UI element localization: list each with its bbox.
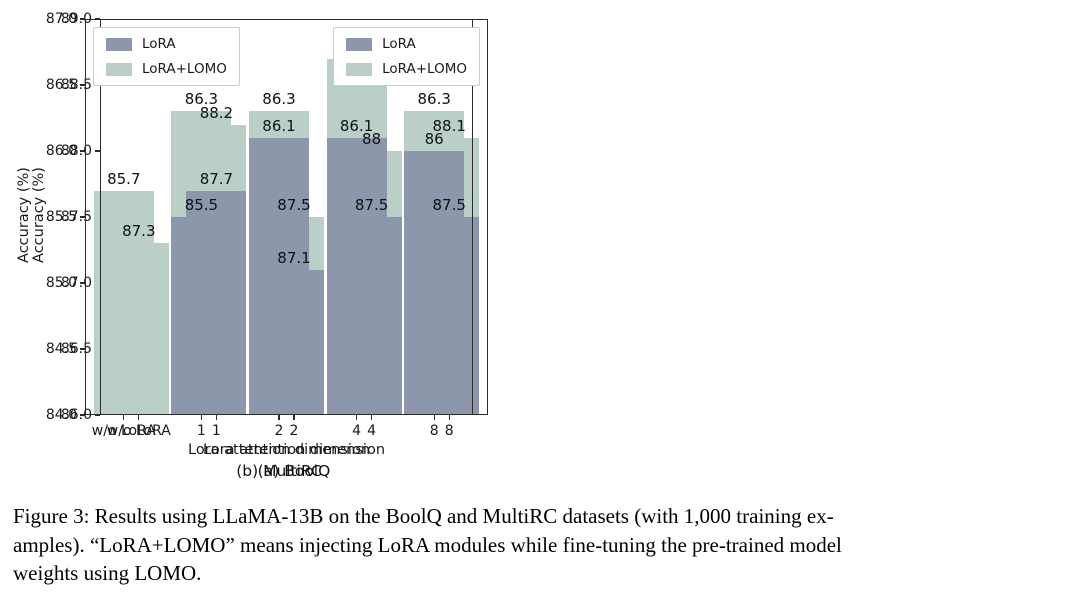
- y-tick-label: 84.5: [45, 340, 77, 357]
- legend: LoRA LoRA+LOMO: [93, 27, 240, 86]
- x-tick-label: 1: [196, 423, 206, 439]
- y-tick-label: 86.0: [60, 406, 92, 423]
- bar-lora: [404, 151, 465, 415]
- x-tick-label: 8: [429, 423, 439, 439]
- x-tick-label: w/o LoRA: [106, 423, 171, 439]
- bar-value-label: 87.1: [277, 248, 311, 267]
- charts-row: Accuracy (%) 86.0 86.5 87.0 87.5 88.0 88.5 89.0…: [16, 10, 488, 480]
- y-tick-label: 87.0: [60, 274, 92, 291]
- legend-label: LoRA+LOMO: [142, 61, 227, 77]
- y-tick-label: 86.5: [60, 340, 92, 357]
- y-tick-label: 88.0: [60, 142, 92, 159]
- y-tick: [80, 18, 85, 20]
- bar-value-label: 86.1: [339, 116, 374, 135]
- x-tick-label: 1: [211, 423, 221, 439]
- caption-line: Figure 3: Results using LLaMA-13B on the…: [13, 504, 834, 528]
- x-tick: [371, 415, 373, 420]
- bar-value-label: 86.3: [184, 90, 219, 109]
- y-tick: [95, 414, 100, 416]
- legend-item: LoRA+LOMO: [346, 61, 467, 77]
- y-tick-label: 86.5: [45, 76, 77, 93]
- bar-value-label: 87.5: [277, 196, 311, 214]
- x-tick: [278, 415, 280, 420]
- legend-item: LoRA: [106, 36, 227, 52]
- x-tick: [433, 415, 435, 420]
- y-tick: [80, 84, 85, 86]
- bar-value-label: 87.5: [432, 196, 466, 214]
- bar-lora-lomo: [93, 190, 154, 415]
- x-tick: [293, 415, 295, 420]
- y-tick: [80, 414, 85, 416]
- x-tick: [356, 415, 358, 420]
- legend-swatch-lora: [106, 37, 132, 51]
- x-axis-label: Lora attention dimension: [187, 442, 371, 458]
- y-tick-label: 86.0: [45, 142, 77, 159]
- chart-subtitle: (a) BoolQ: [257, 462, 331, 480]
- chart-subtitle: (b) MultiRC: [236, 462, 322, 480]
- x-tick-label: 8: [444, 423, 454, 439]
- y-tick-label: 87.0: [45, 10, 77, 27]
- legend: LoRA LoRA+LOMO: [333, 27, 480, 86]
- bar-lora: [171, 217, 232, 415]
- legend-swatch-lora-lomo: [346, 62, 373, 76]
- y-tick-label: 85.5: [45, 208, 77, 225]
- bar-lora: [326, 137, 387, 415]
- bar-value-label: 86.3: [417, 90, 451, 109]
- bar-value-label: 88: [362, 130, 382, 148]
- x-tick: [123, 415, 125, 420]
- bar-lora: [249, 137, 309, 415]
- y-tick-label: 89.0: [60, 10, 92, 27]
- y-tick: [80, 216, 85, 218]
- x-tick-label: 4: [367, 423, 377, 439]
- y-tick: [95, 150, 100, 152]
- y-tick-label: 88.5: [60, 76, 92, 93]
- x-tick-label: 2: [274, 423, 284, 439]
- legend-swatch-lora: [346, 37, 373, 51]
- caption-line: weights using LOMO.: [13, 561, 202, 585]
- bar-value-label: 88.1: [432, 116, 466, 135]
- y-tick: [80, 282, 85, 284]
- x-tick: [448, 415, 450, 420]
- y-tick: [80, 150, 85, 152]
- legend-swatch-lora-lomo: [106, 62, 132, 76]
- x-tick-label: w/o LoRA: [91, 423, 156, 439]
- legend-label: LoRA: [382, 36, 416, 52]
- bar-value-label: 86: [424, 130, 444, 148]
- legend-label: LoRA: [142, 36, 176, 52]
- y-tick-label: 84.0: [45, 406, 77, 423]
- x-tick-label: 2: [289, 423, 299, 439]
- y-tick-label: 85.0: [45, 274, 77, 291]
- legend-item: LoRA: [346, 36, 467, 52]
- caption-line: amples). “LoRA+LOMO” means injecting LoR…: [13, 532, 842, 557]
- legend-item: LoRA+LOMO: [106, 61, 227, 77]
- bar-value-label: 87.3: [122, 222, 156, 241]
- x-tick: [138, 415, 140, 420]
- bar-value-label: 88.2: [199, 103, 234, 122]
- figure-caption: Figure 3: Results using LLaMA-13B on the…: [13, 502, 1069, 588]
- bar-value-label: 87.5: [354, 196, 389, 214]
- bar-value-label: 86.3: [262, 90, 296, 109]
- x-tick-label: 4: [352, 423, 362, 439]
- bar-value-label: 85.7: [107, 169, 141, 188]
- x-axis-label: Lora attention dimension: [202, 442, 386, 458]
- y-tick-label: 87.5: [60, 208, 92, 225]
- bar-value-label: 87.7: [199, 169, 234, 188]
- y-tick: [80, 348, 85, 350]
- bar-value-label: 86.1: [262, 116, 296, 135]
- bar-value-label: 85.5: [184, 196, 219, 214]
- x-tick: [200, 415, 203, 420]
- legend-label: LoRA+LOMO: [382, 61, 467, 77]
- x-tick: [215, 415, 218, 420]
